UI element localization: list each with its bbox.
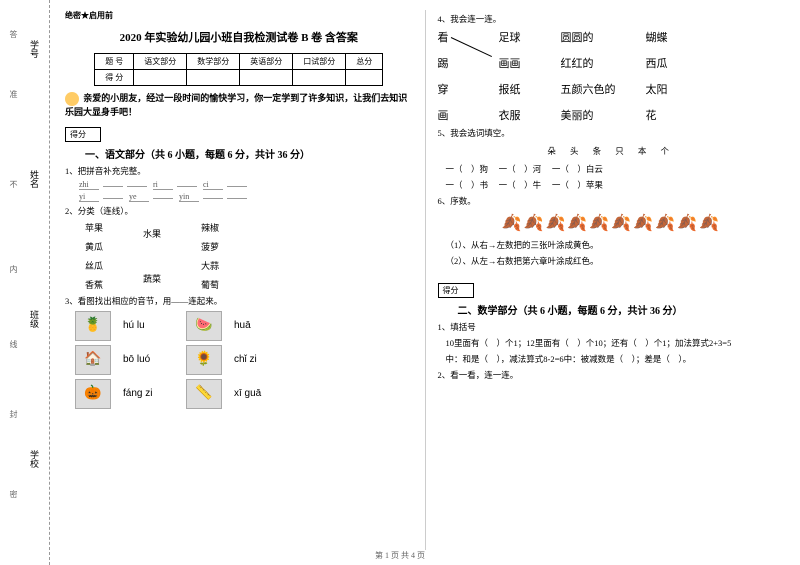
score-table: 题 号 语文部分 数学部分 英语部分 口试部分 总分 得 分 [94, 53, 383, 86]
pineapple-icon[interactable]: 🍍 [75, 311, 111, 341]
fill-row: 一（ ）狗 一（ ）河 一（ ）白云 [446, 163, 786, 175]
word[interactable]: 美丽的 [561, 107, 616, 123]
house-icon[interactable]: 🏠 [75, 345, 111, 375]
page-footer: 第 1 页 共 4 页 [0, 550, 800, 561]
margin-label: 学校 [28, 450, 41, 468]
th: 语文部分 [134, 54, 187, 70]
question-6: 6、序数。 [438, 195, 786, 207]
watermelon-icon[interactable]: 🍉 [186, 311, 222, 341]
ruler-icon[interactable]: 📏 [186, 379, 222, 409]
th: 总分 [346, 54, 383, 70]
margin-dot: 封 [8, 410, 19, 422]
right-column: 4、我会连一连。 看 踢 穿 画 足球 画画 报纸 衣服 圆圆的 红红的 五颜六… [428, 10, 796, 550]
math-q2: 2、看一看，连一连。 [438, 369, 786, 381]
margin-dot: 线 [8, 340, 19, 352]
fruit-item[interactable]: 黄瓜 [85, 240, 103, 253]
intro-body: 亲爱的小朋友，经过一段时间的愉快学习，你一定学到了许多知识，让我们去知识乐园大显… [65, 93, 407, 117]
margin-dot: 密 [8, 490, 19, 502]
sub-q: （2）、从左→右数把第六章叶涂成红色。 [446, 255, 786, 267]
word[interactable]: 画 [438, 107, 449, 123]
pinyin-word[interactable]: chǐ zi [234, 354, 279, 365]
connect-grid: 看 踢 穿 画 足球 画画 报纸 衣服 圆圆的 红红的 五颜六色的 美丽的 蝴蝶 [438, 29, 786, 123]
pinyin-row: yi ye yin [77, 192, 413, 202]
pinyin-word[interactable]: fáng zi [123, 388, 178, 399]
word[interactable]: 报纸 [499, 81, 521, 97]
section-heading: 二、数学部分（共 6 小题，每题 6 分，共计 36 分） [458, 302, 786, 317]
score-box: 得分 [438, 283, 474, 298]
word[interactable]: 花 [646, 107, 668, 123]
category[interactable]: 水果 [143, 227, 161, 240]
gourd-icon[interactable]: 🎃 [75, 379, 111, 409]
fruit-item[interactable]: 丝瓜 [85, 259, 103, 272]
score-input[interactable] [187, 70, 240, 86]
word[interactable]: 蝴蝶 [646, 29, 668, 45]
page-content: 绝密★启用前 2020 年实验幼儿园小班自我检测试卷 B 卷 含答案 题 号 语… [55, 10, 795, 550]
word[interactable]: 看 [438, 29, 449, 45]
section-heading: 一、语文部分（共 6 小题，每题 6 分，共计 36 分） [85, 146, 413, 161]
word[interactable]: 踢 [438, 55, 449, 71]
margin-dot: 内 [8, 265, 19, 277]
match-grid: 🍍 hú lu 🍉 huā 🏠 bō luó 🌻 chǐ zi 🎃 fáng z… [75, 311, 413, 409]
fruit-item[interactable]: 辣椒 [201, 221, 219, 234]
math-line[interactable]: 中：和是（ ），减法算式8-2=6中：被减数是（ ）；差是（ ）。 [446, 353, 786, 365]
leaf-row[interactable]: 🍂🍂🍂🍂🍂🍂🍂🍂🍂🍂 [438, 213, 786, 233]
score-input[interactable] [293, 70, 346, 86]
margin-dot: 答 [8, 30, 19, 42]
score-input[interactable] [240, 70, 293, 86]
column-divider [425, 10, 426, 550]
score-box: 得分 [65, 127, 101, 142]
th: 英语部分 [240, 54, 293, 70]
th: 题 号 [95, 54, 134, 70]
word[interactable]: 画画 [499, 55, 521, 71]
question-5: 5、我会选词填空。 [438, 127, 786, 139]
word[interactable]: 太阳 [646, 81, 668, 97]
word[interactable]: 五颜六色的 [561, 81, 616, 97]
fruit-item[interactable]: 苹果 [85, 221, 103, 234]
pinyin-row: zhi ri ci [77, 180, 413, 190]
fruit-item[interactable]: 菠萝 [201, 240, 219, 253]
score-input[interactable] [346, 70, 383, 86]
connection-line [450, 37, 491, 57]
word[interactable]: 红红的 [561, 55, 616, 71]
word[interactable]: 衣服 [499, 107, 521, 123]
question-4: 4、我会连一连。 [438, 13, 786, 25]
margin-label: 姓名 [28, 170, 41, 188]
th: 数学部分 [187, 54, 240, 70]
math-q1: 1、填括号 [438, 321, 786, 333]
word[interactable]: 圆圆的 [561, 29, 616, 45]
word[interactable]: 西瓜 [646, 55, 668, 71]
margin-dot: 不 [8, 180, 19, 192]
margin-dot: 准 [8, 90, 19, 102]
pinyin-word[interactable]: huā [234, 320, 279, 331]
sun-icon [65, 92, 79, 106]
fruit-item[interactable]: 大蒜 [201, 259, 219, 272]
pinyin-word[interactable]: xī guā [234, 388, 279, 399]
th: 口试部分 [293, 54, 346, 70]
left-column: 绝密★启用前 2020 年实验幼儿园小班自我检测试卷 B 卷 含答案 题 号 语… [55, 10, 423, 550]
fruit-item[interactable]: 葡萄 [201, 278, 219, 291]
pinyin-word[interactable]: hú lu [123, 320, 178, 331]
intro-text: 亲爱的小朋友，经过一段时间的愉快学习，你一定学到了许多知识，让我们去知识乐园大显… [65, 92, 413, 119]
question-3: 3、看图找出相应的音节，用——连起来。 [65, 295, 413, 307]
margin-label: 班级 [28, 310, 41, 328]
question-1: 1、把拼音补充完整。 [65, 165, 413, 177]
td: 得 分 [95, 70, 134, 86]
score-input[interactable] [134, 70, 187, 86]
binding-margin: 学号 答 准 姓名 不 内 班级 线 封 学校 密 [0, 0, 50, 565]
category[interactable]: 蔬菜 [143, 272, 161, 285]
secret-label: 绝密★启用前 [65, 10, 413, 21]
word-bank: 朵 头 条 只 本 个 [438, 145, 786, 157]
word[interactable]: 足球 [499, 29, 521, 45]
sub-q: （1）、从右→左数把的三张叶涂成黄色。 [446, 239, 786, 251]
fruit-item[interactable]: 香蕉 [85, 278, 103, 291]
question-2: 2、分类（连线）。 [65, 205, 413, 217]
margin-label: 学号 [28, 40, 41, 58]
math-line[interactable]: 10里面有（ ）个1；12里面有（ ）个10；还有（ ）个1；加法算式2+3=5 [446, 337, 786, 349]
flower-icon[interactable]: 🌻 [186, 345, 222, 375]
exam-title: 2020 年实验幼儿园小班自我检测试卷 B 卷 含答案 [65, 29, 413, 45]
word[interactable]: 穿 [438, 81, 449, 97]
pinyin-word[interactable]: bō luó [123, 354, 178, 365]
fill-row: 一（ ）书 一（ ）牛 一（ ）苹果 [446, 179, 786, 191]
classify-grid: 苹果 黄瓜 丝瓜 香蕉 水果 蔬菜 辣椒 菠萝 大蒜 葡萄 [85, 221, 413, 291]
